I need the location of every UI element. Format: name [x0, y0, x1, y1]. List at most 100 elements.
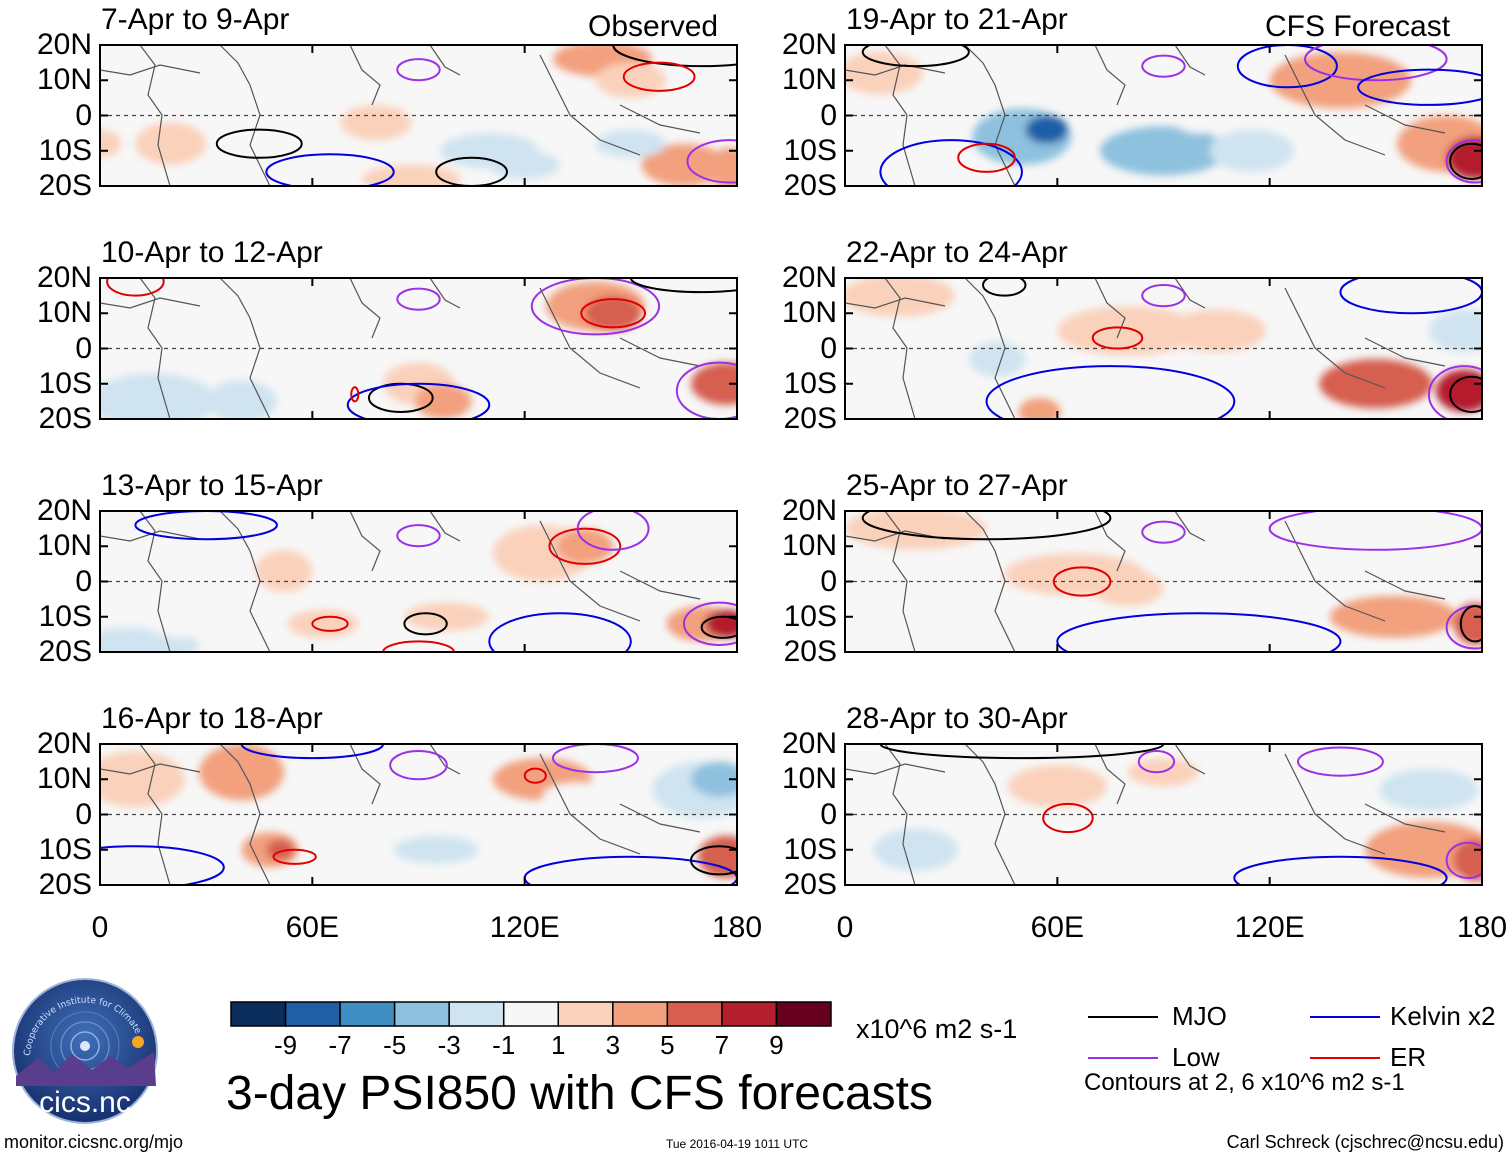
colorbar-swatch — [284, 1001, 341, 1027]
panel-title: 28-Apr to 30-Apr — [846, 702, 1068, 735]
colorbar-tick-label: 7 — [714, 1030, 730, 1060]
kelvin-contour — [1056, 612, 1342, 652]
kelvin-contour — [1339, 278, 1482, 315]
y-tick-label: 20N — [36, 261, 92, 294]
er-contour — [523, 767, 547, 784]
legend-line-low — [1088, 1057, 1158, 1059]
kelvin-contour — [240, 744, 385, 760]
panel-title: 22-Apr to 24-Apr — [846, 236, 1068, 269]
er-contour — [272, 848, 317, 865]
map-panel-3 — [99, 510, 738, 653]
anomaly-blob — [1209, 129, 1295, 172]
colorbar-swatch — [666, 1001, 723, 1027]
y-tick-label: 0 — [75, 331, 92, 365]
y-tick-label: 20N — [36, 727, 92, 760]
forecast-column-label: CFS Forecast — [1265, 10, 1451, 43]
colorbar-swatch — [448, 1001, 505, 1027]
colorbar-tick-label: 5 — [660, 1030, 675, 1060]
footer-timestamp: Tue 2016-04-19 1011 UTC — [666, 1137, 809, 1151]
y-tick-label: 20S — [783, 868, 837, 901]
y-tick-label: 20S — [38, 635, 92, 668]
anomaly-blob — [595, 129, 667, 158]
colorbar-tick-label: -3 — [437, 1030, 461, 1060]
er-contour — [1042, 802, 1094, 834]
colorbar-tick-label: 1 — [551, 1030, 566, 1060]
colorbar-tick-label: -7 — [328, 1030, 352, 1060]
er-contour — [1052, 566, 1112, 597]
panel-title: 13-Apr to 15-Apr — [101, 469, 323, 502]
anomaly-blob — [845, 511, 987, 550]
cics-logo: Cooperative Institute for Climate and Sa… — [10, 976, 158, 1124]
y-tick-label: 10N — [36, 529, 92, 563]
anomaly-blob — [1319, 359, 1433, 409]
footer-left-url: monitor.cicsnc.org/mjo — [4, 1132, 184, 1152]
y-tick-label: 0 — [75, 98, 92, 132]
y-tick-label: 20S — [38, 868, 92, 901]
low-contour — [1427, 365, 1482, 419]
low-contour — [1141, 54, 1186, 78]
panel-title: 25-Apr to 27-Apr — [846, 469, 1068, 502]
units-label: x10^6 m2 s-1 — [856, 1014, 1018, 1044]
y-tick-label: 20N — [36, 28, 92, 61]
mjo-contour — [700, 615, 737, 639]
anomaly-blob — [1329, 595, 1458, 638]
x-tick-label: 180 — [1456, 911, 1508, 944]
low-contour — [1445, 841, 1482, 879]
y-tick-label: 0 — [820, 331, 837, 365]
anomaly-blob — [691, 362, 737, 405]
y-tick-label: 10N — [36, 63, 92, 97]
anomaly-blob — [1436, 369, 1482, 412]
map-panel-7 — [844, 510, 1483, 653]
y-tick-label: 10S — [38, 599, 92, 633]
observed-column-label: Observed — [588, 10, 719, 43]
anomaly-blob — [100, 373, 217, 419]
kelvin-contour — [1236, 45, 1338, 89]
low-contour — [396, 58, 441, 82]
er-contour — [382, 640, 455, 652]
y-tick-label: 20N — [36, 494, 92, 527]
y-tick-label: 20S — [783, 169, 837, 202]
kelvin-contour — [265, 153, 395, 186]
legend-line-kelvin — [1310, 1016, 1380, 1018]
legend-line-er — [1310, 1057, 1380, 1059]
low-contour — [389, 750, 448, 781]
legend-label-mjo: MJO — [1172, 1001, 1227, 1031]
mjo-contour — [629, 278, 737, 294]
y-tick-label: 20S — [38, 169, 92, 202]
y-tick-label: 0 — [820, 98, 837, 132]
anomaly-blob — [595, 62, 667, 98]
kelvin-contour — [488, 612, 632, 652]
map-panel-4 — [99, 743, 738, 886]
mjo-contour — [690, 845, 737, 876]
anomaly-blob — [648, 313, 720, 349]
er-contour — [580, 298, 646, 329]
anomaly-blob — [595, 849, 667, 885]
er-contour — [350, 386, 360, 403]
logo-text: cics.nc — [39, 1086, 131, 1119]
colorbar-swatch — [557, 1001, 614, 1027]
map-panel-2 — [99, 277, 738, 420]
mjo-contour — [982, 278, 1027, 297]
anomaly-blob — [255, 549, 313, 593]
y-tick-label: 10N — [36, 296, 92, 330]
colorbar — [230, 1001, 832, 1027]
panel-title: 16-Apr to 18-Apr — [101, 702, 323, 735]
y-tick-label: 10N — [781, 296, 837, 330]
y-tick-label: 0 — [75, 564, 92, 598]
panel-title: 19-Apr to 21-Apr — [846, 3, 1068, 36]
x-tick-label: 180 — [711, 911, 763, 944]
y-tick-label: 0 — [820, 797, 837, 831]
anomaly-blob — [708, 147, 737, 186]
colorbar-swatch — [393, 1001, 450, 1027]
low-contour — [1296, 746, 1384, 777]
y-tick-label: 0 — [75, 797, 92, 831]
mjo-contour — [612, 45, 737, 68]
y-tick-label: 10N — [781, 63, 837, 97]
y-tick-label: 10N — [781, 529, 837, 563]
y-tick-label: 10S — [38, 366, 92, 400]
colorbar-tick-label: -9 — [273, 1030, 298, 1060]
anomaly-blob — [199, 744, 285, 801]
anomaly-blob — [595, 620, 667, 649]
anomaly-blob — [135, 122, 207, 165]
low-contour — [682, 601, 737, 646]
